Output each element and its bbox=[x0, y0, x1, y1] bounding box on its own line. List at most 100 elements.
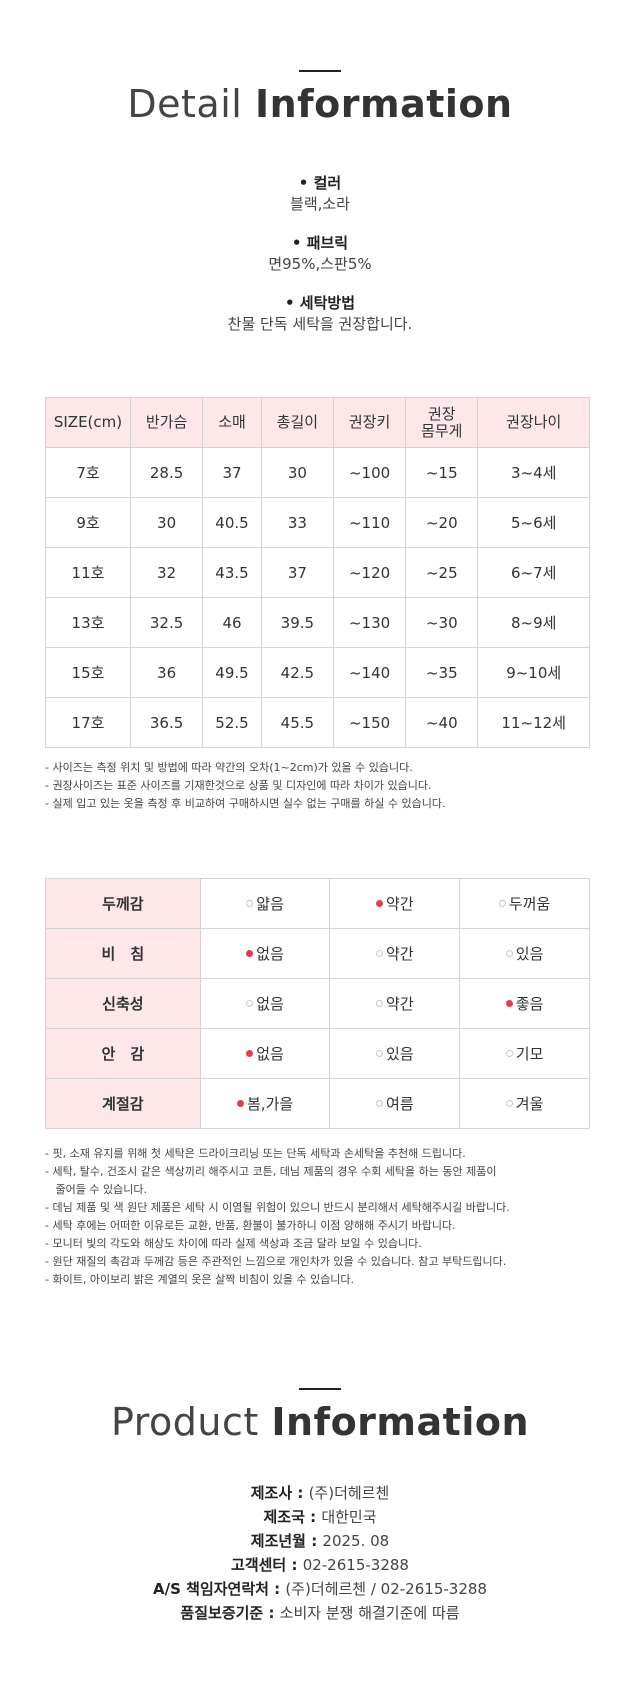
feel-row-label: 비 침 bbox=[45, 928, 201, 979]
spec-value: 면95%,스판5% bbox=[268, 255, 372, 273]
size-table-body: 7호 28.5 37 30 ~100 ~15 3~4세 9호 30 40.5 33 ~110 ~20 5~… bbox=[45, 447, 590, 748]
info-key: 품질보증기준 : bbox=[180, 1604, 280, 1622]
feel-option: 봄,가을 bbox=[199, 1078, 331, 1129]
table-row: 9호 30 40.5 33 ~110 ~20 5~6세 bbox=[45, 497, 590, 548]
table-cell: ~150 bbox=[332, 697, 407, 748]
feel-option: 약간 bbox=[329, 878, 461, 929]
note-item: - 세탁 후에는 어떠한 이유로든 교환, 반품, 환불이 불가하니 이점 양해… bbox=[45, 1219, 456, 1232]
table-row: 7호 28.5 37 30 ~100 ~15 3~4세 bbox=[45, 447, 590, 498]
empty-dot-icon bbox=[246, 900, 254, 907]
table-cell: ~15 bbox=[405, 447, 479, 498]
detail-title-light: Detail bbox=[127, 82, 243, 126]
info-key: A/S 책임자연락처 : bbox=[153, 1580, 286, 1598]
feel-row-label: 두께감 bbox=[45, 878, 201, 929]
product-title-light: Product bbox=[110, 1400, 259, 1444]
note-item: - 원단 재질의 촉감과 두께감 등은 주관적인 느낌으로 개인차가 있을 수 … bbox=[45, 1255, 507, 1268]
feel-option-label: 좋음 bbox=[515, 995, 544, 1013]
table-cell: 6~7세 bbox=[477, 547, 590, 598]
product-info-list: 제조사 : (주)더헤르첸 제조국 : 대한민국 제조년월 : 2025. 08 고객… bbox=[0, 1481, 640, 1625]
size-notes: - 사이즈는 측정 위치 및 방법에 따라 약간의 오차(1~2cm)가 있을 … bbox=[45, 759, 605, 813]
feel-option: 두꺼움 bbox=[459, 878, 590, 929]
empty-dot-icon bbox=[505, 1050, 513, 1057]
note-item: - 실제 입고 있는 옷을 측정 후 비교하여 구매하시면 실수 없는 구매를 … bbox=[45, 797, 446, 810]
table-row: 17호 36.5 52.5 45.5 ~150 ~40 11~12세 bbox=[45, 697, 590, 748]
table-cell: ~30 bbox=[405, 597, 479, 648]
col-header-weight: 권장 몸무게 bbox=[405, 397, 479, 448]
table-cell: 9~10세 bbox=[477, 647, 590, 698]
empty-dot-icon bbox=[376, 1050, 384, 1057]
info-row: 제조년월 : 2025. 08 bbox=[0, 1529, 640, 1553]
table-cell: 7호 bbox=[45, 447, 131, 498]
table-cell: 3~4세 bbox=[477, 447, 590, 498]
spec-item-fabric: • 패브릭 면95%,스판5% bbox=[0, 233, 640, 275]
feel-option-label: 있음 bbox=[386, 1045, 414, 1063]
table-cell: ~110 bbox=[332, 497, 407, 548]
table-row: 계절감 봄,가을 여름 겨울 bbox=[45, 1078, 590, 1129]
selected-dot-icon bbox=[237, 1100, 244, 1107]
care-notes: - 핏, 소재 유지를 위해 첫 세탁은 드라이크리닝 또는 단독 세탁과 손세… bbox=[45, 1145, 605, 1289]
feel-option: 없음 bbox=[199, 1028, 331, 1079]
feel-row-label: 안 감 bbox=[45, 1028, 201, 1079]
empty-dot-icon bbox=[498, 900, 506, 907]
feel-option-label: 없음 bbox=[256, 945, 284, 963]
info-key: 고객센터 : bbox=[231, 1556, 303, 1574]
table-cell: 40.5 bbox=[202, 497, 262, 548]
col-header-size: SIZE(cm) bbox=[45, 397, 131, 448]
table-cell: 30 bbox=[260, 447, 334, 498]
spec-label: • 패브릭 bbox=[291, 234, 349, 252]
table-cell: 32.5 bbox=[129, 597, 204, 648]
table-cell: 37 bbox=[260, 547, 334, 598]
table-cell: 13호 bbox=[45, 597, 131, 648]
feel-option-label: 두꺼움 bbox=[508, 895, 551, 913]
table-cell: ~20 bbox=[405, 497, 479, 548]
selected-dot-icon bbox=[246, 1050, 254, 1057]
feel-option-label: 있음 bbox=[515, 945, 544, 963]
info-row: 고객센터 : 02-2615-3288 bbox=[0, 1553, 640, 1577]
table-row: 두께감 얇음 약간 두꺼움 bbox=[45, 878, 590, 929]
table-cell: 36.5 bbox=[129, 697, 204, 748]
table-cell: ~120 bbox=[332, 547, 407, 598]
empty-dot-icon bbox=[376, 950, 384, 957]
spec-value: 블랙,소라 bbox=[290, 195, 350, 213]
feel-option: 겨울 bbox=[459, 1078, 590, 1129]
table-row: 15호 36 49.5 42.5 ~140 ~35 9~10세 bbox=[45, 647, 590, 698]
col-header-age: 권장나이 bbox=[477, 397, 590, 448]
fabric-feel-table: 두께감 얇음 약간 두꺼움 비 침 없음 약간 있음 신축성 없음 약간 좋음 안 감 없음 있음 기모 계절감… bbox=[45, 878, 590, 1129]
table-cell: 36 bbox=[129, 647, 204, 698]
table-cell: ~25 bbox=[405, 547, 479, 598]
col-header-sleeve: 소매 bbox=[202, 397, 262, 448]
table-cell: ~140 bbox=[332, 647, 407, 698]
table-cell: 33 bbox=[260, 497, 334, 548]
empty-dot-icon bbox=[376, 1000, 384, 1007]
table-cell: 28.5 bbox=[129, 447, 204, 498]
table-row: 13호 32.5 46 39.5 ~130 ~30 8~9세 bbox=[45, 597, 590, 648]
feel-row-label: 신축성 bbox=[45, 978, 201, 1029]
size-table-header-row: SIZE(cm) 반가슴 소매 총길이 권장키 권장 몸무게 권장나이 bbox=[45, 397, 590, 448]
feel-option-label: 기모 bbox=[515, 1045, 544, 1063]
note-item: 줄어들 수 있습니다. bbox=[45, 1183, 147, 1196]
table-cell: 45.5 bbox=[260, 697, 334, 748]
feel-option: 없음 bbox=[199, 978, 331, 1029]
table-cell: 42.5 bbox=[260, 647, 334, 698]
feel-option-label: 봄,가을 bbox=[247, 1095, 294, 1113]
table-cell: ~40 bbox=[405, 697, 479, 748]
feel-option-label: 여름 bbox=[386, 1095, 414, 1113]
feel-option: 여름 bbox=[329, 1078, 461, 1129]
empty-dot-icon bbox=[376, 1100, 384, 1107]
table-row: 신축성 없음 약간 좋음 bbox=[45, 978, 590, 1029]
feel-option-label: 없음 bbox=[256, 1045, 284, 1063]
feel-option: 얇음 bbox=[199, 878, 331, 929]
table-cell: ~35 bbox=[405, 647, 479, 698]
selected-dot-icon bbox=[246, 950, 254, 957]
col-header-chest: 반가슴 bbox=[129, 397, 204, 448]
note-item: - 데님 제품 및 색 원단 제품은 세탁 시 이염될 위험이 있으니 반드시 … bbox=[45, 1201, 510, 1214]
table-row: 비 침 없음 약간 있음 bbox=[45, 928, 590, 979]
table-cell: 11~12세 bbox=[477, 697, 590, 748]
note-item: - 사이즈는 측정 위치 및 방법에 따라 약간의 오차(1~2cm)가 있을 … bbox=[45, 761, 413, 774]
fabric-feel-body: 두께감 얇음 약간 두꺼움 비 침 없음 약간 있음 신축성 없음 약간 좋음 안 감 없음 있음 기모 계절감… bbox=[45, 878, 590, 1129]
feel-option-label: 얇음 bbox=[256, 895, 284, 913]
col-header-length: 총길이 bbox=[260, 397, 334, 448]
note-item: - 화이트, 아이보리 밝은 계열의 옷은 살짝 비침이 있을 수 있습니다. bbox=[45, 1273, 355, 1286]
feel-option: 없음 bbox=[199, 928, 331, 979]
feel-option: 있음 bbox=[459, 928, 590, 979]
